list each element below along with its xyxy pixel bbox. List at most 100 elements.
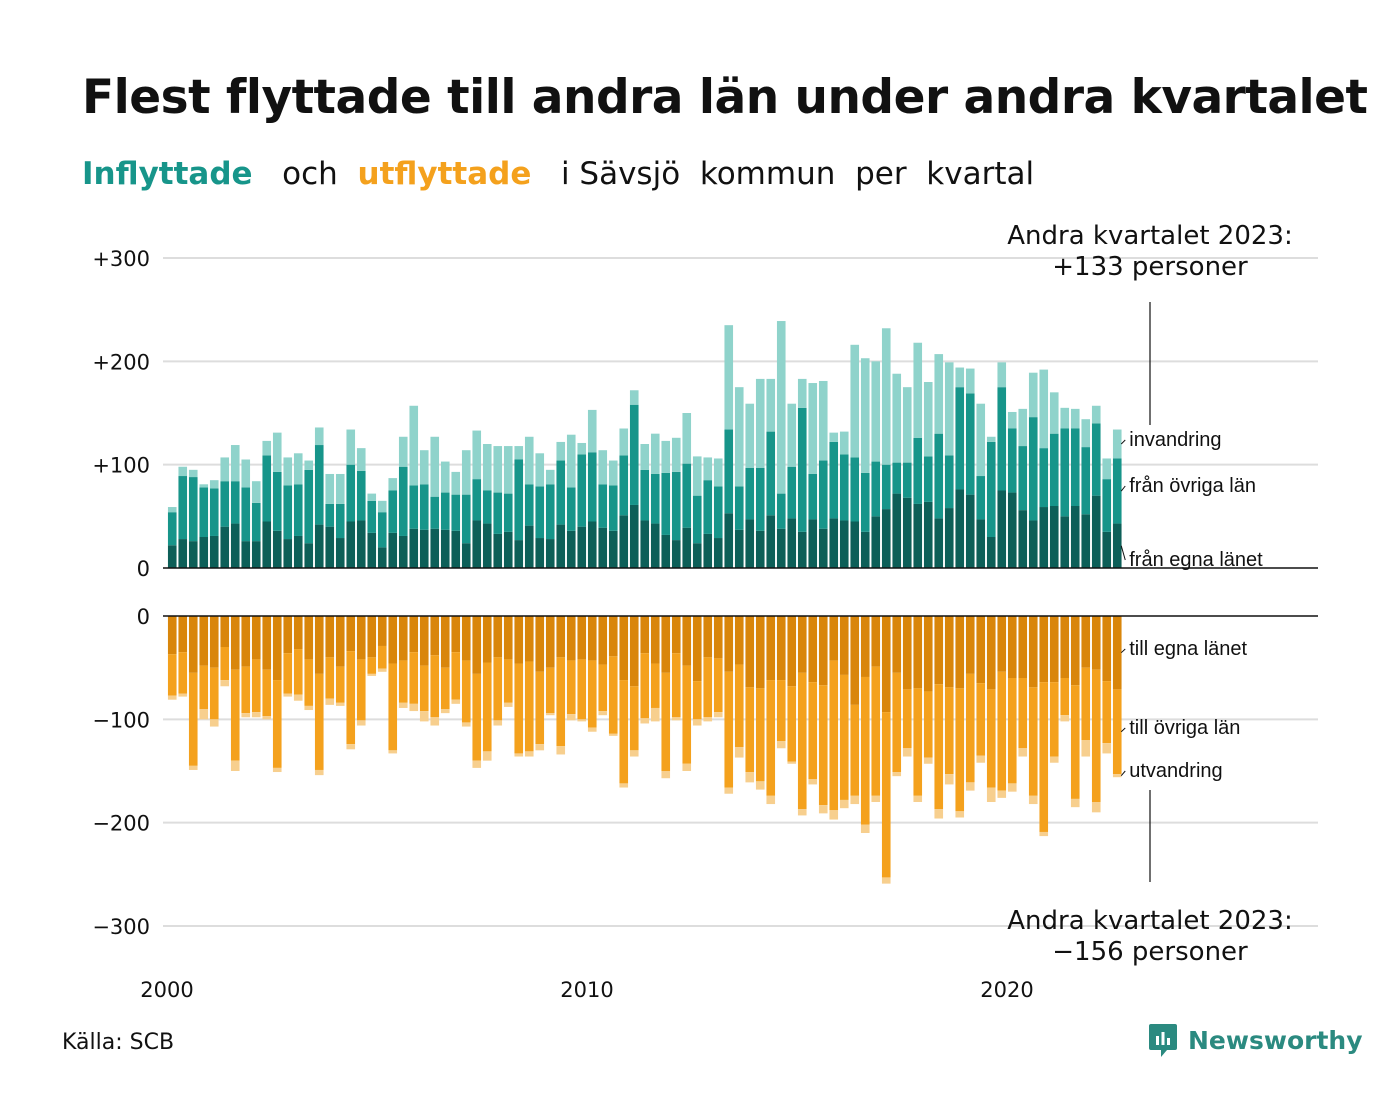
bar-in-own-county <box>692 543 702 568</box>
bar-in-own-county <box>409 528 419 568</box>
bar-in-other-counties <box>640 469 650 521</box>
bar-out-emigration <box>283 693 293 697</box>
bar-out-emigration <box>629 750 639 757</box>
annotation-bottom-line2: −156 personer <box>1052 937 1248 967</box>
bar-in-immigration <box>377 500 387 513</box>
source-label: Källa: SCB <box>62 1030 175 1055</box>
y-tick-label-top: 0 <box>137 557 150 581</box>
bar-out-emigration <box>398 702 408 708</box>
bar-in-immigration <box>608 460 618 486</box>
bar-in-own-county <box>1060 516 1070 568</box>
bar-out-emigration <box>178 693 188 697</box>
bar-out-own-county <box>997 616 1007 672</box>
bar-in-immigration <box>629 390 639 405</box>
bar-in-immigration <box>755 378 765 468</box>
bar-out-emigration <box>356 720 366 726</box>
bar-out-own-county <box>965 616 975 674</box>
bar-in-immigration <box>713 458 723 487</box>
bar-in-own-county <box>514 540 524 568</box>
bar-in-immigration <box>293 453 303 485</box>
bar-out-emigration <box>503 702 513 707</box>
bar-in-immigration <box>923 382 933 457</box>
bar-out-other-counties <box>188 672 198 766</box>
bar-in-own-county <box>797 531 807 568</box>
bar-out-own-county <box>482 616 492 663</box>
bar-in-own-county <box>209 535 219 568</box>
bar-out-other-counties <box>535 671 545 745</box>
bar-out-other-counties <box>514 663 524 754</box>
bar-in-immigration <box>682 413 692 464</box>
bar-in-own-county <box>377 547 387 568</box>
bar-out-own-county <box>829 616 839 661</box>
bar-in-own-county <box>167 545 177 568</box>
bar-out-own-county <box>472 616 482 674</box>
bar-out-other-counties <box>1039 682 1049 832</box>
bar-out-emigration <box>314 769 324 776</box>
bar-in-immigration <box>325 473 335 504</box>
newsworthy-icon <box>1149 1024 1177 1057</box>
bar-in-own-county <box>304 543 314 568</box>
bar-in-immigration <box>766 378 776 432</box>
bar-in-other-counties <box>188 477 198 542</box>
bar-out-emigration <box>472 760 482 768</box>
bar-in-immigration <box>178 466 188 477</box>
bar-out-own-county <box>304 616 314 660</box>
bar-in-own-county <box>577 526 587 568</box>
bar-out-own-county <box>325 616 335 658</box>
bar-out-own-county <box>1102 616 1112 682</box>
bar-in-own-county <box>430 528 440 568</box>
series-label-top: invandring <box>1129 429 1221 451</box>
bar-in-own-county <box>1091 495 1101 568</box>
bar-in-immigration <box>251 481 261 503</box>
bar-in-immigration <box>472 430 482 480</box>
bar-in-own-county <box>955 489 965 568</box>
bar-out-own-county <box>209 616 219 668</box>
bar-in-own-county <box>997 490 1007 568</box>
bar-in-other-counties <box>703 480 713 534</box>
brand-logo[interactable]: Newsworthy <box>1148 1022 1363 1058</box>
bar-in-own-county <box>178 539 188 568</box>
bar-in-immigration <box>1018 408 1028 447</box>
bar-in-other-counties <box>797 407 807 532</box>
bar-in-own-county <box>188 541 198 568</box>
bar-out-emigration <box>577 719 587 722</box>
bar-out-emigration <box>346 744 356 750</box>
bar-in-immigration <box>829 432 839 442</box>
bar-in-other-counties <box>829 441 839 519</box>
bar-out-own-county <box>976 616 986 684</box>
bar-in-other-counties <box>451 494 461 531</box>
bar-in-immigration <box>839 431 849 455</box>
bar-out-own-county <box>734 616 744 665</box>
bar-out-emigration <box>1028 795 1038 805</box>
bar-in-other-counties <box>671 471 681 541</box>
bar-out-emigration <box>902 748 912 757</box>
bar-in-immigration <box>430 436 440 497</box>
bar-out-own-county <box>986 616 996 690</box>
bar-out-other-counties <box>682 665 692 764</box>
bar-in-other-counties <box>881 464 891 510</box>
bar-in-immigration <box>577 442 587 455</box>
annotation-top-line1: Andra kvartalet 2023: <box>1007 221 1292 251</box>
bar-out-own-county <box>230 616 240 670</box>
annotation-bottom-line1: Andra kvartalet 2023: <box>1007 906 1292 936</box>
bar-in-own-county <box>388 532 398 568</box>
bar-in-own-county <box>241 541 251 568</box>
bar-in-immigration <box>419 450 429 485</box>
bar-out-own-county <box>577 616 587 660</box>
bar-out-other-counties <box>545 667 555 714</box>
bar-out-other-counties <box>556 657 566 747</box>
y-tick-label-top: +300 <box>92 247 150 271</box>
bar-out-other-counties <box>409 652 419 704</box>
bar-in-immigration <box>535 453 545 487</box>
gridlines <box>163 257 1318 927</box>
bar-out-own-county <box>419 616 429 666</box>
bar-out-other-counties <box>314 673 324 770</box>
bar-in-own-county <box>724 513 734 568</box>
bar-in-own-county <box>944 508 954 568</box>
bar-in-other-counties <box>377 512 387 548</box>
bar-out-own-county <box>860 616 870 677</box>
bar-out-own-county <box>1028 616 1038 688</box>
bar-out-other-counties <box>209 667 219 720</box>
bar-in-immigration <box>461 450 471 495</box>
bar-in-own-county <box>251 541 261 568</box>
